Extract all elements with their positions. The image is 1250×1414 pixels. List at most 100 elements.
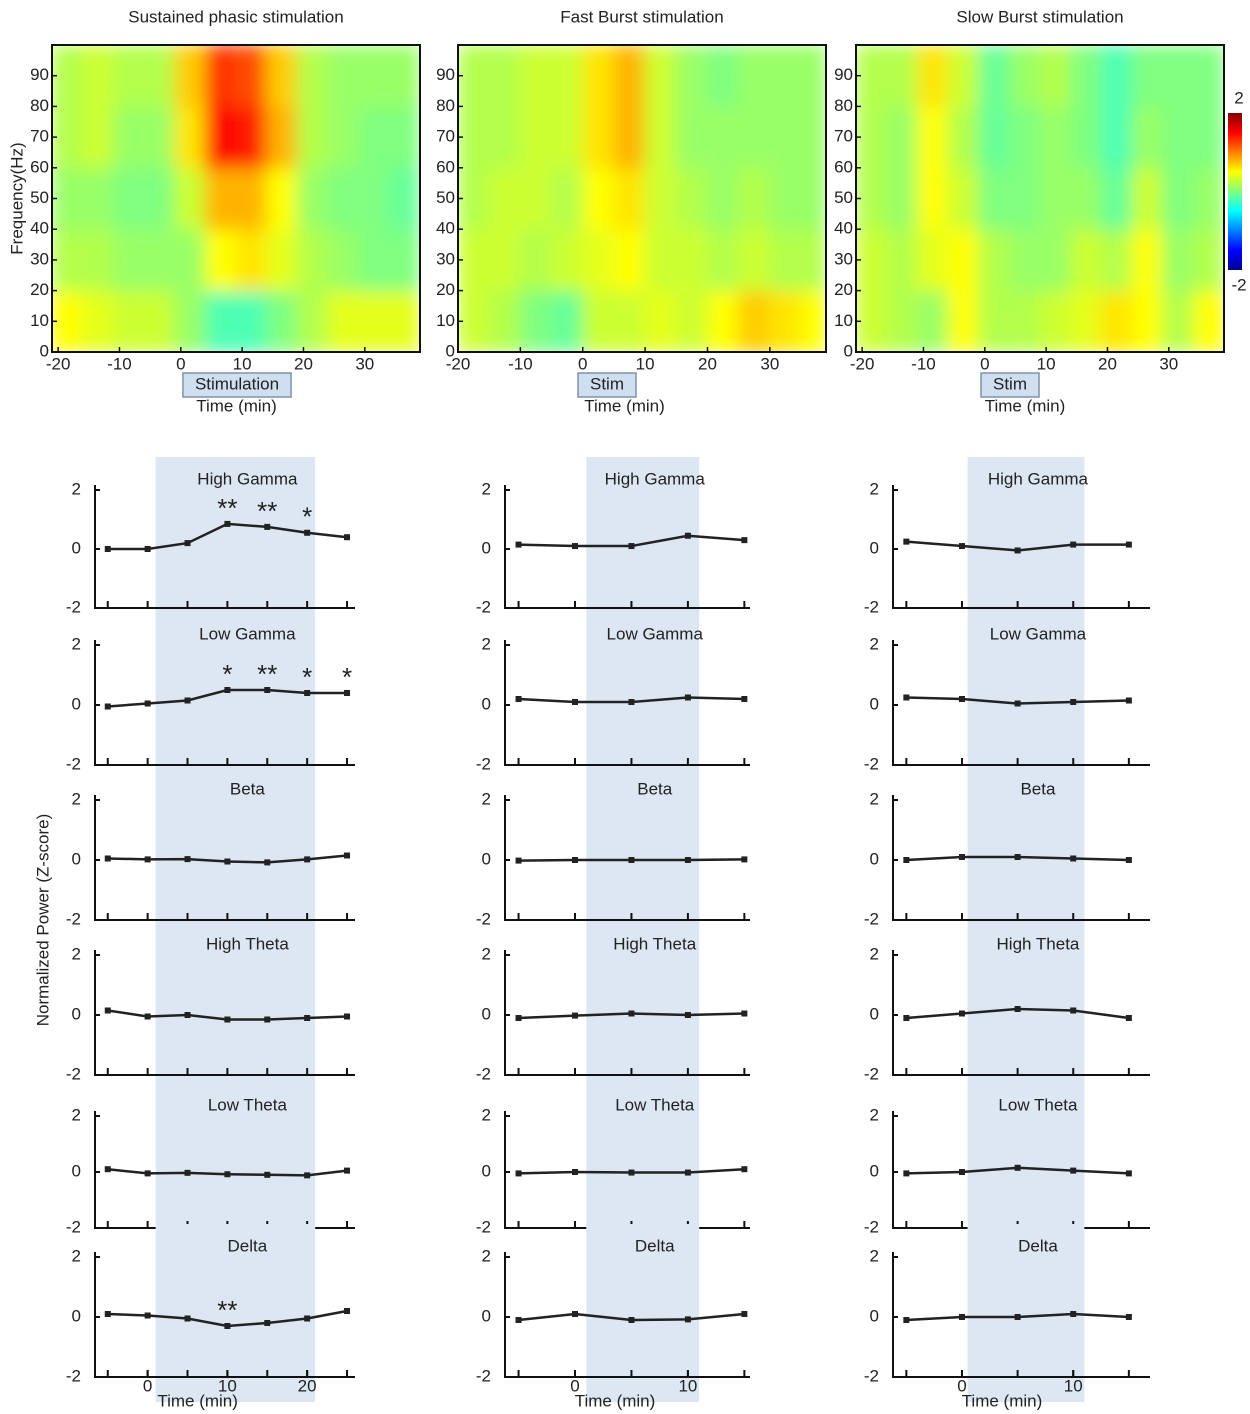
- y-tick-label: 20: [436, 280, 455, 299]
- heat-cell: [978, 167, 1010, 230]
- x-tick-label: 20: [298, 1376, 317, 1395]
- x-tick-label: 30: [1159, 354, 1178, 373]
- y-tick-label: 0: [482, 849, 491, 868]
- data-point: [572, 543, 578, 550]
- x-tick-label: 30: [355, 354, 374, 373]
- heat-cell: [769, 105, 802, 169]
- heat-cell: [800, 45, 826, 107]
- stim-label: Stim: [590, 374, 624, 393]
- data-point: [1125, 1015, 1132, 1021]
- stimulation-shade: [155, 767, 316, 922]
- heat-cell: [1008, 167, 1041, 230]
- panel-title: Low Gamma: [199, 624, 296, 643]
- x-axis-label: Time (min): [196, 396, 277, 415]
- heat-cell: [204, 167, 237, 230]
- data-point: [741, 696, 748, 702]
- y-tick-label: 2: [870, 944, 879, 963]
- data-point: [741, 1166, 748, 1173]
- data-point: [184, 1169, 191, 1176]
- y-tick-label: 40: [436, 219, 455, 238]
- heat-cell: [388, 228, 420, 292]
- y-tick-label: -2: [476, 1366, 491, 1385]
- y-tick-label: -2: [864, 1217, 879, 1236]
- y-tick-label: 2: [72, 479, 81, 498]
- stimulation-shade: [586, 922, 700, 1083]
- heatmap: [52, 45, 420, 352]
- data-point: [344, 1167, 351, 1174]
- x-axis-label: Time (min): [985, 396, 1066, 415]
- colorbar-label: -2: [1231, 275, 1246, 294]
- data-point: [1014, 547, 1021, 554]
- data-point: [628, 699, 635, 705]
- data-point: [304, 1172, 311, 1179]
- heat-cell: [1039, 45, 1072, 107]
- data-point: [903, 1015, 910, 1021]
- heat-cell: [800, 167, 826, 230]
- heat-cell: [112, 45, 145, 107]
- x-tick-label: 0: [176, 354, 185, 373]
- y-tick-label: 0: [482, 1004, 491, 1023]
- data-point: [958, 543, 965, 550]
- heat-cell: [458, 105, 490, 169]
- heat-cell: [1070, 105, 1102, 169]
- heat-cell: [296, 228, 329, 292]
- heat-cell: [358, 167, 390, 230]
- heat-cell: [551, 228, 584, 292]
- heat-cell: [1039, 167, 1072, 230]
- heat-cell: [519, 167, 553, 230]
- heat-cell: [235, 105, 268, 169]
- data-point: [741, 856, 748, 863]
- data-point: [958, 1314, 965, 1320]
- heat-cell: [82, 105, 114, 169]
- heat-cell: [519, 228, 553, 292]
- y-tick-label: -2: [66, 1064, 81, 1083]
- y-tick-label: -2: [864, 1064, 879, 1083]
- data-point: [144, 700, 151, 707]
- heat-cell: [112, 228, 145, 292]
- y-axis-label: Frequency(Hz): [7, 142, 26, 254]
- stimulation-shade: [967, 612, 1085, 767]
- heat-cell: [675, 228, 708, 292]
- data-point: [628, 543, 635, 550]
- y-tick-label: 10: [30, 311, 49, 330]
- data-point: [903, 538, 910, 545]
- heat-cell: [235, 167, 268, 230]
- y-tick-label: 80: [834, 96, 853, 115]
- y-tick-label: 10: [834, 311, 853, 330]
- heat-cell: [327, 228, 360, 292]
- heat-cell: [613, 105, 646, 169]
- heat-cell: [1100, 45, 1133, 107]
- panel-title: High Theta: [206, 934, 289, 953]
- heat-cell: [1131, 167, 1164, 230]
- heat-cell: [644, 105, 677, 169]
- y-tick-label: 0: [870, 538, 879, 557]
- heat-cell: [613, 290, 646, 352]
- y-tick-label: 40: [30, 219, 49, 238]
- data-point: [344, 1013, 351, 1020]
- heat-cell: [327, 290, 360, 352]
- heat-cell: [82, 167, 114, 230]
- significance-mark: **: [217, 1295, 237, 1325]
- data-point: [515, 541, 522, 548]
- heat-cell: [675, 290, 708, 352]
- y-tick-label: 2: [870, 634, 879, 653]
- heat-cell: [947, 45, 980, 107]
- y-tick-label: 0: [482, 538, 491, 557]
- significance-mark: **: [217, 493, 237, 523]
- y-tick-label: 30: [436, 249, 455, 268]
- heat-cell: [800, 290, 826, 352]
- heat-cell: [266, 45, 298, 107]
- data-point: [264, 1320, 271, 1326]
- x-tick-label: 10: [636, 354, 655, 373]
- y-tick-label: 2: [482, 479, 491, 498]
- panel-title: Low Gamma: [607, 624, 704, 643]
- heat-cell: [886, 105, 918, 169]
- heat-cell: [235, 290, 268, 352]
- x-axis-label: Time (min): [575, 1391, 656, 1410]
- heat-cell: [1008, 290, 1041, 352]
- y-tick-label: 0: [870, 694, 879, 713]
- heat-cell: [519, 105, 553, 169]
- y-tick-label: -2: [476, 1217, 491, 1236]
- x-tick-label: -20: [446, 354, 471, 373]
